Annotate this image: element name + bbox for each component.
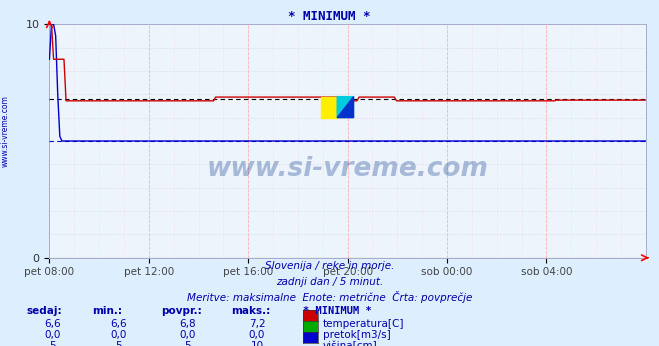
Text: 7,2: 7,2	[248, 319, 266, 329]
Text: povpr.:: povpr.:	[161, 306, 202, 316]
Text: Meritve: maksimalne  Enote: metrične  Črta: povprečje: Meritve: maksimalne Enote: metrične Črta…	[186, 291, 473, 303]
Text: 6,6: 6,6	[110, 319, 127, 329]
Text: pretok[m3/s]: pretok[m3/s]	[323, 330, 391, 340]
Text: sedaj:: sedaj:	[26, 306, 62, 316]
Bar	[321, 97, 337, 118]
Text: višina[cm]: višina[cm]	[323, 341, 378, 346]
Text: 0,0: 0,0	[249, 330, 265, 340]
Text: 0,0: 0,0	[111, 330, 127, 340]
Text: 6,8: 6,8	[179, 319, 196, 329]
Text: 10: 10	[250, 341, 264, 346]
Text: 5: 5	[115, 341, 122, 346]
Text: 0,0: 0,0	[45, 330, 61, 340]
Polygon shape	[337, 97, 354, 118]
Text: min.:: min.:	[92, 306, 123, 316]
Text: 5: 5	[185, 341, 191, 346]
Text: www.si-vreme.com: www.si-vreme.com	[207, 156, 488, 182]
Text: * MINIMUM *: * MINIMUM *	[303, 306, 372, 316]
Text: 5: 5	[49, 341, 56, 346]
Text: 0,0: 0,0	[180, 330, 196, 340]
Text: zadnji dan / 5 minut.: zadnji dan / 5 minut.	[276, 277, 383, 287]
Text: 6,6: 6,6	[44, 319, 61, 329]
Text: maks.:: maks.:	[231, 306, 270, 316]
Text: www.si-vreme.com: www.si-vreme.com	[1, 95, 10, 167]
Text: * MINIMUM *: * MINIMUM *	[288, 10, 371, 24]
Text: temperatura[C]: temperatura[C]	[323, 319, 405, 329]
Text: Slovenija / reke in morje.: Slovenija / reke in morje.	[265, 261, 394, 271]
Polygon shape	[337, 97, 354, 118]
